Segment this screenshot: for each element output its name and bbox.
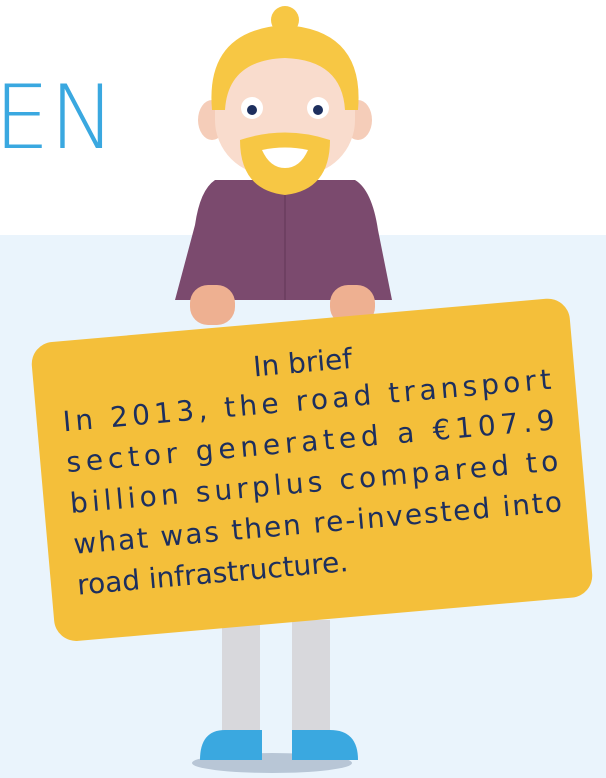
- hair: [211, 25, 359, 110]
- pupil: [247, 105, 257, 115]
- heading-fragment: EN: [0, 66, 115, 169]
- shoe: [292, 730, 358, 760]
- smile: [262, 147, 308, 168]
- hand: [190, 285, 235, 325]
- leg: [222, 620, 260, 740]
- pupil: [313, 105, 323, 115]
- torso: [175, 180, 392, 300]
- sign: In brief In 2013, the road transportsect…: [31, 298, 593, 641]
- sign-board: [31, 298, 593, 641]
- leg: [292, 620, 330, 740]
- shoe: [200, 730, 262, 760]
- hair-bun: [271, 6, 299, 34]
